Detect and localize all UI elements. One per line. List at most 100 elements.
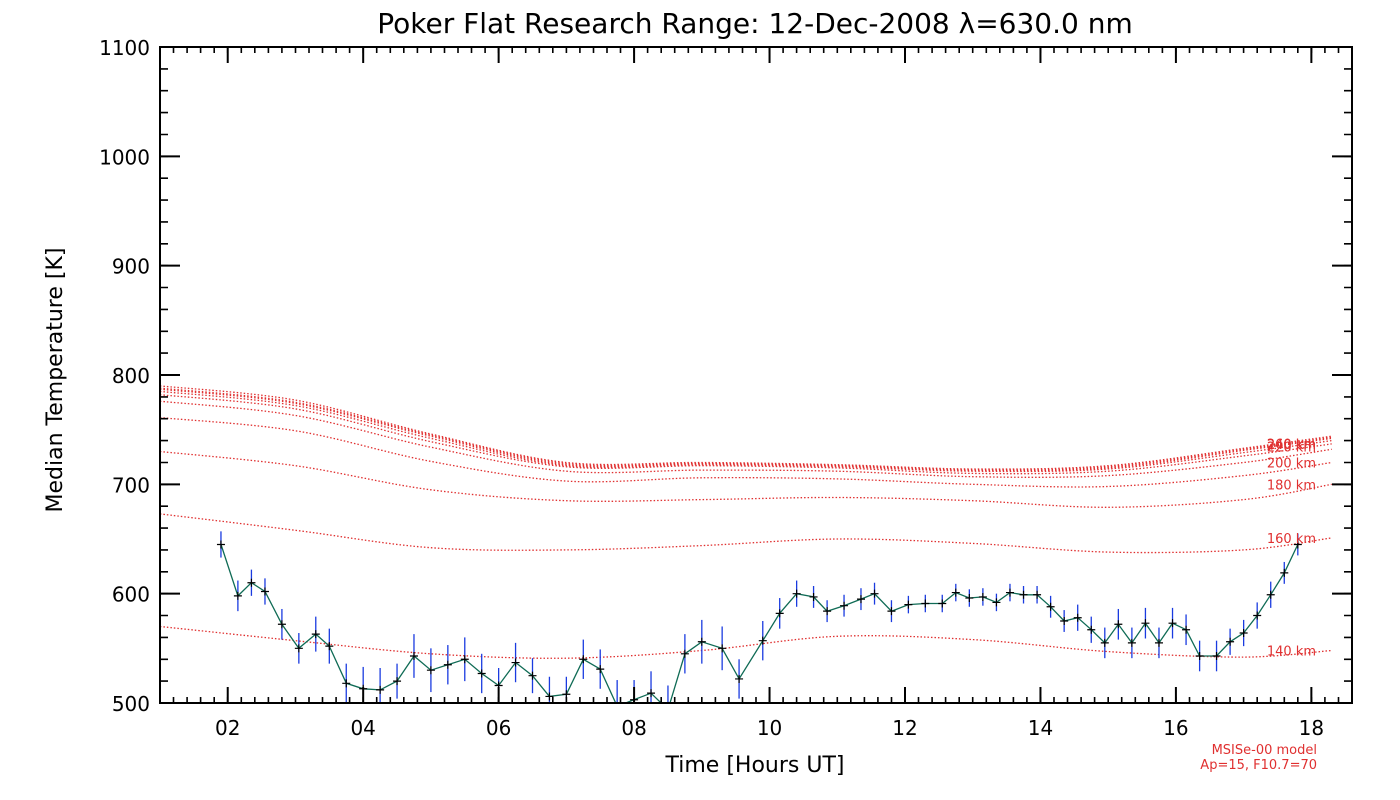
data-point [809,592,818,601]
y-tick-label: 700 [112,473,150,497]
data-point [1019,590,1028,599]
data-point [545,692,554,701]
axes: 02 04 06 08 10 12 14 16 18 500 600 700 800 900 1000 110… [99,36,1353,740]
x-axis-label: Time [Hours UT] [665,753,845,778]
data-point [562,690,571,699]
data-point [1154,638,1163,647]
data-point [680,649,689,658]
model-curve-160-km [160,513,1332,554]
data-point [904,600,913,609]
data-point [1073,613,1082,622]
model-label-180-km: 180 km [1267,478,1316,493]
data-point [460,655,469,664]
data-point [697,637,706,646]
model-curve-180-km [160,450,1332,508]
data-point [718,644,727,653]
x-tick-label: 18 [1299,716,1324,740]
x-tick-label: 06 [486,716,511,740]
data-point [1100,638,1109,647]
model-curve-300-km [160,387,1332,471]
model-curve-220-km [160,400,1332,478]
chart-title: Poker Flat Research Range: 12-Dec-2008 λ… [377,7,1133,40]
data-point [376,685,385,694]
data-point [342,679,351,688]
data-point [579,655,588,664]
data-point [247,578,256,587]
data-point [735,674,744,683]
y-tick-label: 1000 [99,145,150,169]
x-tick-label: 10 [757,716,782,740]
data-point [1266,590,1275,599]
y-tick-label: 900 [112,255,150,279]
x-tick-label: 08 [621,716,646,740]
x-tick-label: 16 [1163,716,1188,740]
data-point [294,644,303,653]
data-point [1226,637,1235,646]
data-point [951,588,960,597]
model-label-260-km: 260 km [1267,438,1316,453]
data-point [856,595,865,604]
data-point [1239,629,1248,638]
data-point [775,609,784,618]
data-point [758,636,767,645]
data-point [477,669,486,678]
model-curve-280-km [160,388,1332,472]
y-axis-label: Median Temperature [K] [43,248,68,513]
y-tick-label: 1100 [99,36,150,60]
data-point [1060,617,1069,625]
series-line [220,544,1299,703]
data-point [216,540,225,549]
data-point [233,591,242,600]
data-point [1033,590,1042,599]
data-point [393,677,402,686]
minor-ticks [159,46,1353,704]
data-point [1168,619,1177,628]
model-label-200-km: 200 km [1267,457,1316,472]
data-point [1293,540,1302,549]
measured-series [216,531,1302,703]
data-point [1253,611,1262,620]
data-point [1212,651,1221,660]
data-point [409,651,418,660]
data-point [887,607,896,616]
data-point [277,620,286,629]
data-point [921,599,930,608]
data-point [1046,602,1055,611]
data-point [938,599,947,608]
x-tick-label: 12 [892,716,917,740]
x-tick-label: 14 [1028,716,1053,740]
model-curve-240-km [160,394,1332,475]
data-point [511,658,520,667]
data-point [1005,588,1014,597]
model-note-line-1: MSISe-00 model [1212,743,1317,758]
data-point [1114,620,1123,629]
data-point [443,660,452,669]
data-point [1141,619,1150,628]
model-curve-top-9 [160,385,1332,470]
model-curve-200-km [160,416,1332,488]
data-point [1280,568,1289,577]
x-tick-label: 02 [215,716,240,740]
y-tick-label: 600 [112,583,150,607]
data-point [1127,638,1136,647]
data-point [426,666,435,675]
data-point [792,589,801,598]
model-label-140-km: 140 km [1267,645,1316,660]
model-curves [160,385,1332,659]
model-label-240-km: 240 km [1267,438,1316,453]
data-point [978,592,987,601]
model-label-160-km: 160 km [1267,532,1316,547]
data-point [311,630,320,639]
data-point [992,598,1001,607]
data-point [840,601,849,610]
data-point [965,594,974,603]
data-point [596,665,605,674]
data-point [647,689,656,698]
model-label-220-km: 220 km [1267,440,1316,455]
x-tick-label: 04 [350,716,375,740]
data-point [1195,651,1204,660]
data-point [870,589,879,598]
model-curve-260-km [160,390,1332,473]
plot-frame [159,46,1353,704]
